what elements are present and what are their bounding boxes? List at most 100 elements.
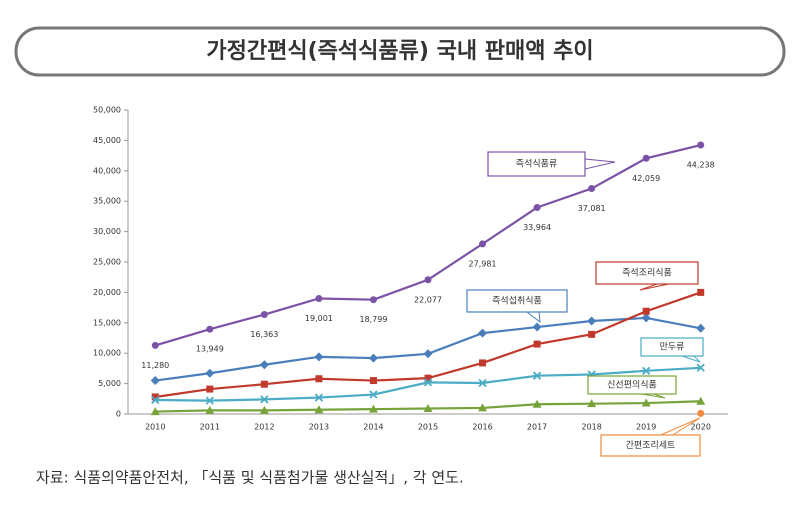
point <box>151 395 160 405</box>
legend-label: 즉석조리식품 <box>622 268 672 279</box>
point <box>423 404 433 413</box>
point <box>423 349 433 359</box>
point <box>260 311 268 319</box>
data-label: 33,964 <box>523 223 551 232</box>
point <box>696 396 706 405</box>
series-line <box>155 316 701 382</box>
point <box>588 330 596 338</box>
callout-tail <box>681 355 701 363</box>
point <box>532 399 542 408</box>
callout-box <box>640 337 704 357</box>
data-label: 16,363 <box>250 330 278 339</box>
point <box>369 296 377 304</box>
point <box>696 323 706 333</box>
y-tick-label: 5,000 <box>98 379 121 388</box>
x-tick-label: 2020 <box>691 423 711 432</box>
point <box>206 385 214 393</box>
data-label: 42,059 <box>632 174 660 183</box>
x-tick-label: 2015 <box>418 423 438 432</box>
y-tick-label: 25,000 <box>93 258 121 267</box>
point <box>642 366 651 375</box>
point <box>205 396 214 405</box>
callout-tail <box>584 158 616 170</box>
point <box>314 393 324 402</box>
point <box>205 405 215 414</box>
point <box>478 328 488 338</box>
legend-label: 즉석식품류 <box>516 159 557 170</box>
y-tick-label: 35,000 <box>93 197 121 206</box>
point <box>424 276 432 284</box>
point <box>532 371 542 380</box>
legend-label: 간편조리세트 <box>626 439 676 451</box>
point <box>587 399 597 408</box>
callout-tail <box>525 311 541 324</box>
point <box>641 398 651 407</box>
data-label: 37,081 <box>578 204 606 213</box>
point <box>533 203 541 211</box>
point <box>151 341 159 349</box>
y-tick-label: 10,000 <box>93 349 121 358</box>
point <box>478 403 488 412</box>
point <box>150 376 160 386</box>
point <box>259 360 269 370</box>
point <box>315 294 323 302</box>
x-tick-label: 2018 <box>581 423 601 432</box>
callout-tail <box>639 283 670 291</box>
point <box>696 363 705 372</box>
point <box>642 154 650 162</box>
point <box>150 407 160 416</box>
title-box <box>14 26 786 77</box>
point <box>588 185 596 193</box>
x-tick-label: 2012 <box>254 423 274 432</box>
series-line <box>154 143 701 347</box>
legend-label: 신선편의식품 <box>607 379 657 391</box>
point <box>368 404 378 413</box>
point <box>315 375 323 383</box>
point <box>587 316 597 326</box>
point <box>641 313 651 323</box>
x-tick-label: 2014 <box>363 423 383 432</box>
data-label: 44,238 <box>687 161 715 170</box>
x-tick-label: 2013 <box>309 423 329 432</box>
y-tick-label: 0 <box>116 410 121 419</box>
x-tick-label: 2011 <box>200 423 220 432</box>
y-tick-label: 50,000 <box>93 106 121 115</box>
data-label: 27,981 <box>469 259 497 268</box>
point <box>479 359 487 367</box>
x-tick-label: 2010 <box>145 423 165 432</box>
callout-box <box>595 261 699 285</box>
point <box>205 368 215 378</box>
data-label: 13,949 <box>196 345 224 354</box>
point <box>697 288 705 296</box>
point <box>369 390 378 399</box>
point <box>206 325 214 333</box>
y-tick-label: 20,000 <box>93 288 121 297</box>
y-tick-label: 15,000 <box>93 318 121 327</box>
point <box>697 141 705 149</box>
callout-box <box>587 375 677 395</box>
point <box>424 374 432 382</box>
data-label: 11,280 <box>141 361 169 370</box>
point <box>478 378 487 388</box>
point <box>151 393 159 401</box>
point <box>642 307 650 315</box>
point <box>697 409 705 417</box>
callout-box <box>466 289 568 313</box>
point <box>479 240 487 248</box>
point <box>532 322 542 332</box>
data-label: 18,799 <box>359 315 387 324</box>
point <box>369 377 377 385</box>
callout-box <box>487 151 586 177</box>
chart-title: 가정간편식(즉석식품류) 국내 판매액 추이 <box>206 39 593 64</box>
y-tick-label: 40,000 <box>93 166 121 175</box>
legend-label: 즉석섭취식품 <box>492 296 542 307</box>
point <box>259 405 269 414</box>
point <box>314 352 324 362</box>
y-tick-label: 45,000 <box>93 136 121 145</box>
point <box>423 378 433 387</box>
point <box>260 380 268 388</box>
callout-box <box>600 434 701 457</box>
x-tick-label: 2019 <box>636 423 656 432</box>
y-tick-label: 30,000 <box>93 227 121 236</box>
